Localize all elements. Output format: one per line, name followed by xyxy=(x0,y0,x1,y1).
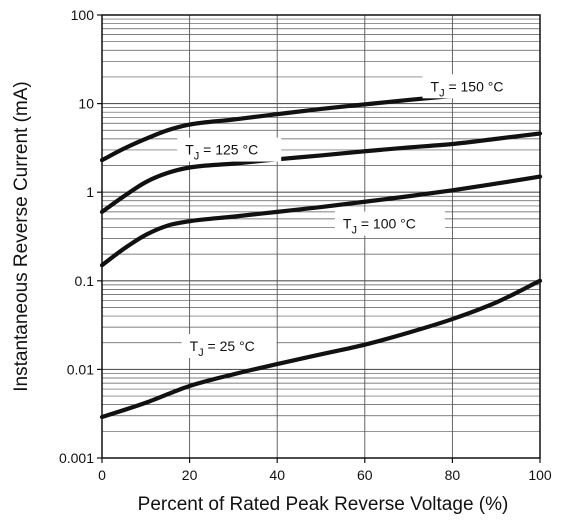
x-tick-label: 80 xyxy=(445,467,461,483)
series-label-0: TJ = 150 °C xyxy=(431,78,504,99)
y-tick-label: 1 xyxy=(86,184,94,200)
axis-ticks: 0 20 40 60 80 100 0.001 0.01 0.1 1 10 100 xyxy=(59,7,552,483)
series-label-2: TJ = 100 °C xyxy=(343,216,416,237)
series-label-1: TJ = 125 °C xyxy=(185,142,258,163)
series-label-bg-1 xyxy=(177,137,282,162)
x-tick-label: 60 xyxy=(357,467,373,483)
series-line-2 xyxy=(99,174,543,268)
x-axis-title: Percent of Rated Peak Reverse Voltage (%… xyxy=(138,494,509,515)
y-tick-label: 100 xyxy=(71,7,95,23)
series-label-3: TJ = 25 °C xyxy=(190,338,255,359)
plot-area-frame xyxy=(101,14,541,459)
series-line-1 xyxy=(99,131,543,214)
y-tick-label: 0.01 xyxy=(67,361,94,377)
series-lines xyxy=(99,85,543,420)
series-label-bg-3 xyxy=(181,333,277,358)
series-labels: TJ = 150 °C TJ = 125 °C TJ = 100 °C TJ = 25… xyxy=(177,74,551,359)
x-tick-label: 0 xyxy=(98,467,106,483)
series-label-bg-0 xyxy=(422,74,551,99)
x-tick-label: 100 xyxy=(528,467,552,483)
y-axis-title: Instantaneous Reverse Current (mA) xyxy=(11,81,32,391)
series-line-0 xyxy=(99,85,543,163)
x-tick-label: 40 xyxy=(269,467,285,483)
series-label-bg-2 xyxy=(334,211,445,236)
y-tick-label: 10 xyxy=(78,96,94,112)
x-tick-label: 20 xyxy=(182,467,198,483)
y-tick-label: 0.1 xyxy=(75,273,95,289)
y-tick-label: 0.001 xyxy=(59,450,94,466)
series-line-3 xyxy=(99,278,543,420)
